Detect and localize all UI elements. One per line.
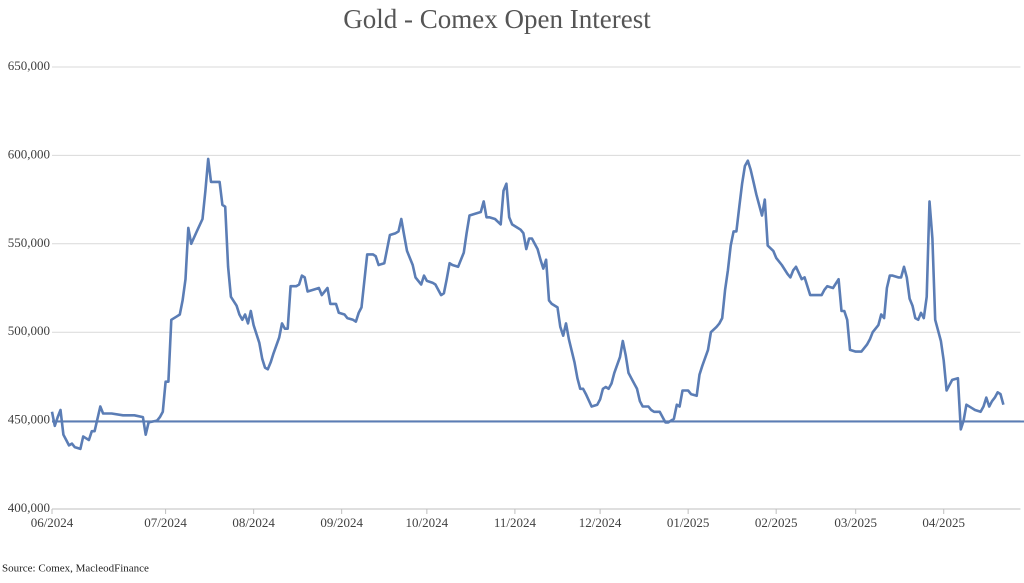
x-tick-label: 02/2025	[755, 515, 798, 530]
source-note: Source: Comex, MacleodFinance	[2, 563, 149, 575]
y-tick-label: 550,000	[8, 235, 50, 250]
y-tick-label: 500,000	[8, 323, 50, 338]
y-tick-label: 400,000	[8, 500, 50, 515]
chart-title: Gold - Comex Open Interest	[343, 4, 651, 34]
x-tick-label: 04/2025	[922, 515, 965, 530]
x-tick-label: 03/2025	[834, 515, 877, 530]
x-tick-label: 10/2024	[406, 515, 449, 530]
y-tick-label: 450,000	[8, 412, 50, 427]
x-tick-label: 08/2024	[232, 515, 275, 530]
data-line	[50, 157, 1005, 451]
x-tick-label: 01/2025	[667, 515, 710, 530]
y-tick-label: 650,000	[8, 58, 50, 73]
y-tick-label: 600,000	[8, 146, 50, 161]
x-tick-label: 09/2024	[320, 515, 363, 530]
x-tick-label: 06/2024	[31, 515, 74, 530]
x-tick-label: 11/2024	[494, 515, 537, 530]
x-tick-label: 07/2024	[144, 515, 187, 530]
x-tick-label: 12/2024	[579, 515, 622, 530]
